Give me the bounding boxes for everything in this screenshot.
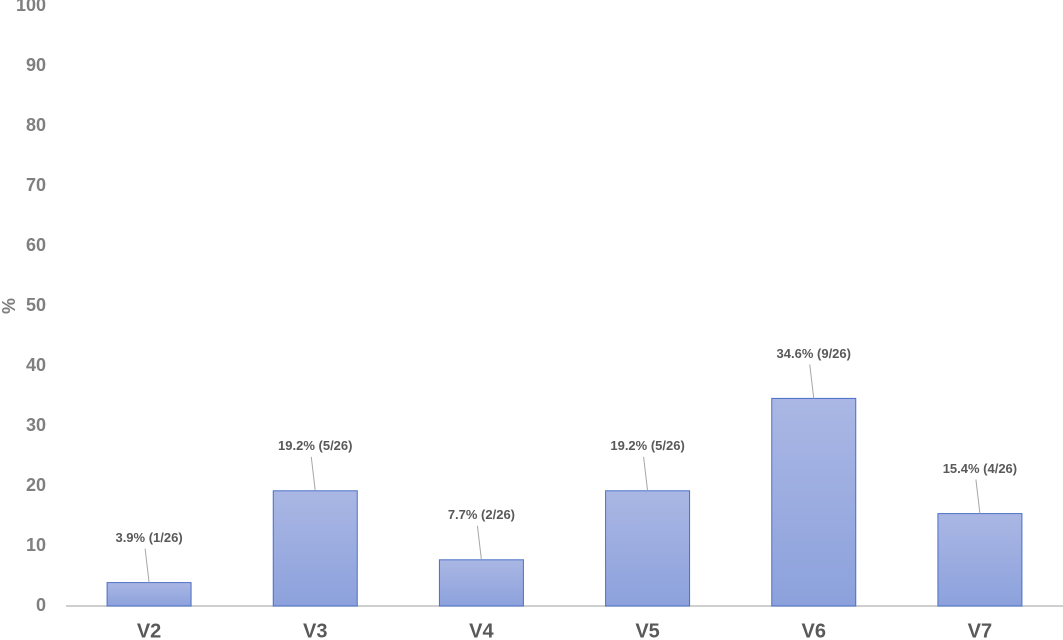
- y-tick-label: 20: [26, 475, 46, 495]
- y-axis-label: %: [0, 298, 19, 314]
- y-tick-label: 10: [26, 535, 46, 555]
- y-tick-label: 90: [26, 55, 46, 75]
- x-tick-label: V4: [469, 620, 494, 640]
- bar: [106, 582, 192, 607]
- y-tick-label: 40: [26, 355, 46, 375]
- y-tick-label: 80: [26, 115, 46, 135]
- leader-line: [310, 456, 316, 491]
- y-tick-label: 70: [26, 175, 46, 195]
- value-label: 19.2% (5/26): [278, 438, 352, 453]
- value-label: 19.2% (5/26): [610, 438, 684, 453]
- x-tick-label: V3: [303, 620, 327, 640]
- value-label: 3.9% (1/26): [115, 530, 182, 545]
- bar: [272, 490, 358, 607]
- leader-line: [144, 548, 150, 583]
- y-tick-label: 100: [16, 0, 46, 15]
- y-tick-label: 0: [36, 595, 46, 615]
- y-tick-label: 60: [26, 235, 46, 255]
- leader-line: [809, 364, 815, 399]
- value-label: 7.7% (2/26): [448, 507, 515, 522]
- leader-line: [643, 456, 649, 491]
- bar: [438, 559, 524, 607]
- x-tick-label: V7: [968, 620, 992, 640]
- leader-line: [476, 525, 482, 560]
- value-label: 34.6% (9/26): [777, 346, 851, 361]
- bar: [605, 490, 691, 607]
- x-tick-label: V6: [802, 620, 826, 640]
- bar: [937, 513, 1023, 607]
- x-tick-label: V5: [635, 620, 659, 640]
- y-tick-label: 50: [26, 295, 46, 315]
- y-tick-label: 30: [26, 415, 46, 435]
- leader-line: [975, 479, 981, 514]
- value-label: 15.4% (4/26): [943, 461, 1017, 476]
- x-tick-label: V2: [137, 620, 161, 640]
- bar: [771, 397, 857, 607]
